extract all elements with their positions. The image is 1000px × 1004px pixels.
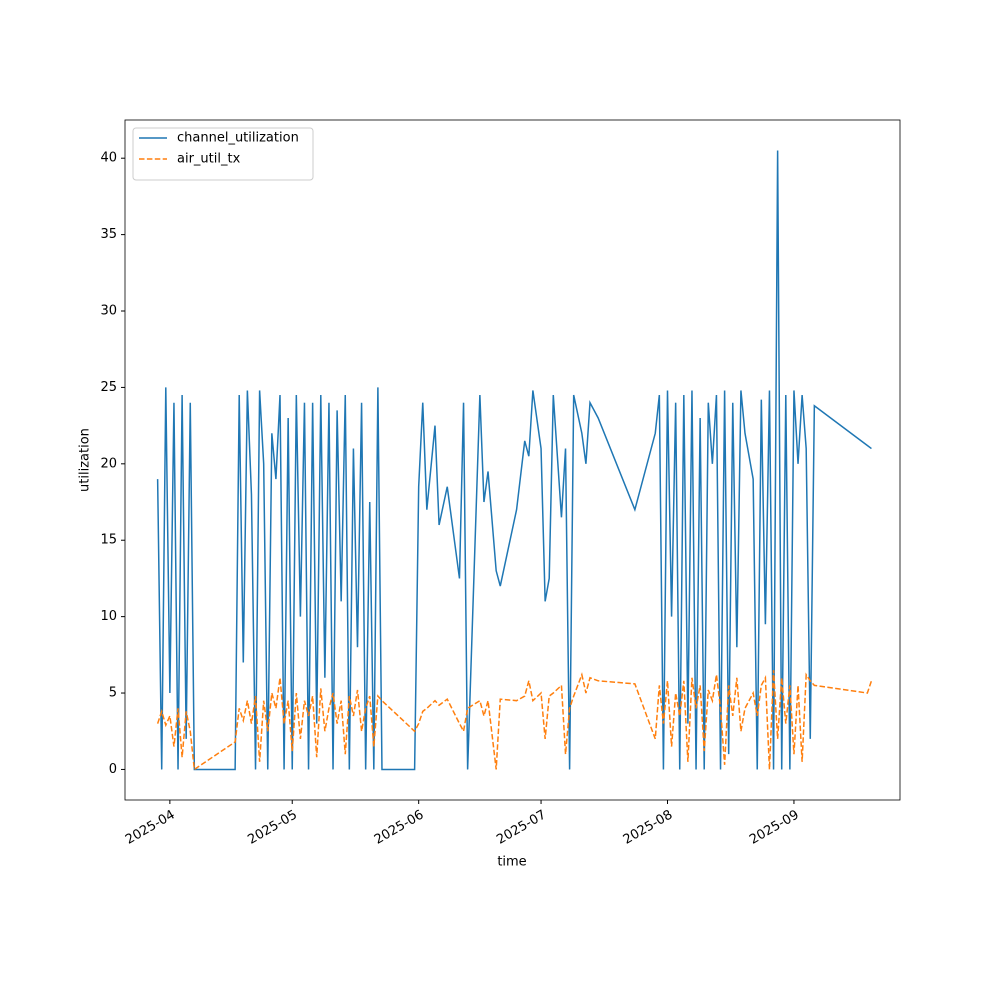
y-tick-label: 10: [100, 609, 117, 624]
data-line: [156, 150, 872, 771]
y-tick-label: 30: [100, 304, 117, 319]
y-tick-label: 35: [100, 227, 117, 242]
y-tick-label: 40: [100, 151, 117, 166]
legend-label: channel_utilization: [177, 131, 299, 146]
legend-label: air_util_tx: [177, 152, 241, 167]
plot-frame: [124, 119, 901, 801]
y-axis-label: utilization: [78, 428, 93, 492]
y-tick-label: 0: [109, 762, 117, 777]
y-tick-label: 20: [100, 456, 117, 471]
x-axis-label: time: [497, 855, 526, 870]
y-tick-label: 25: [100, 380, 117, 395]
data-line: [156, 670, 873, 771]
y-tick-label: 15: [100, 533, 117, 548]
legend-box: [132, 127, 314, 181]
y-tick-label: 5: [109, 686, 117, 701]
